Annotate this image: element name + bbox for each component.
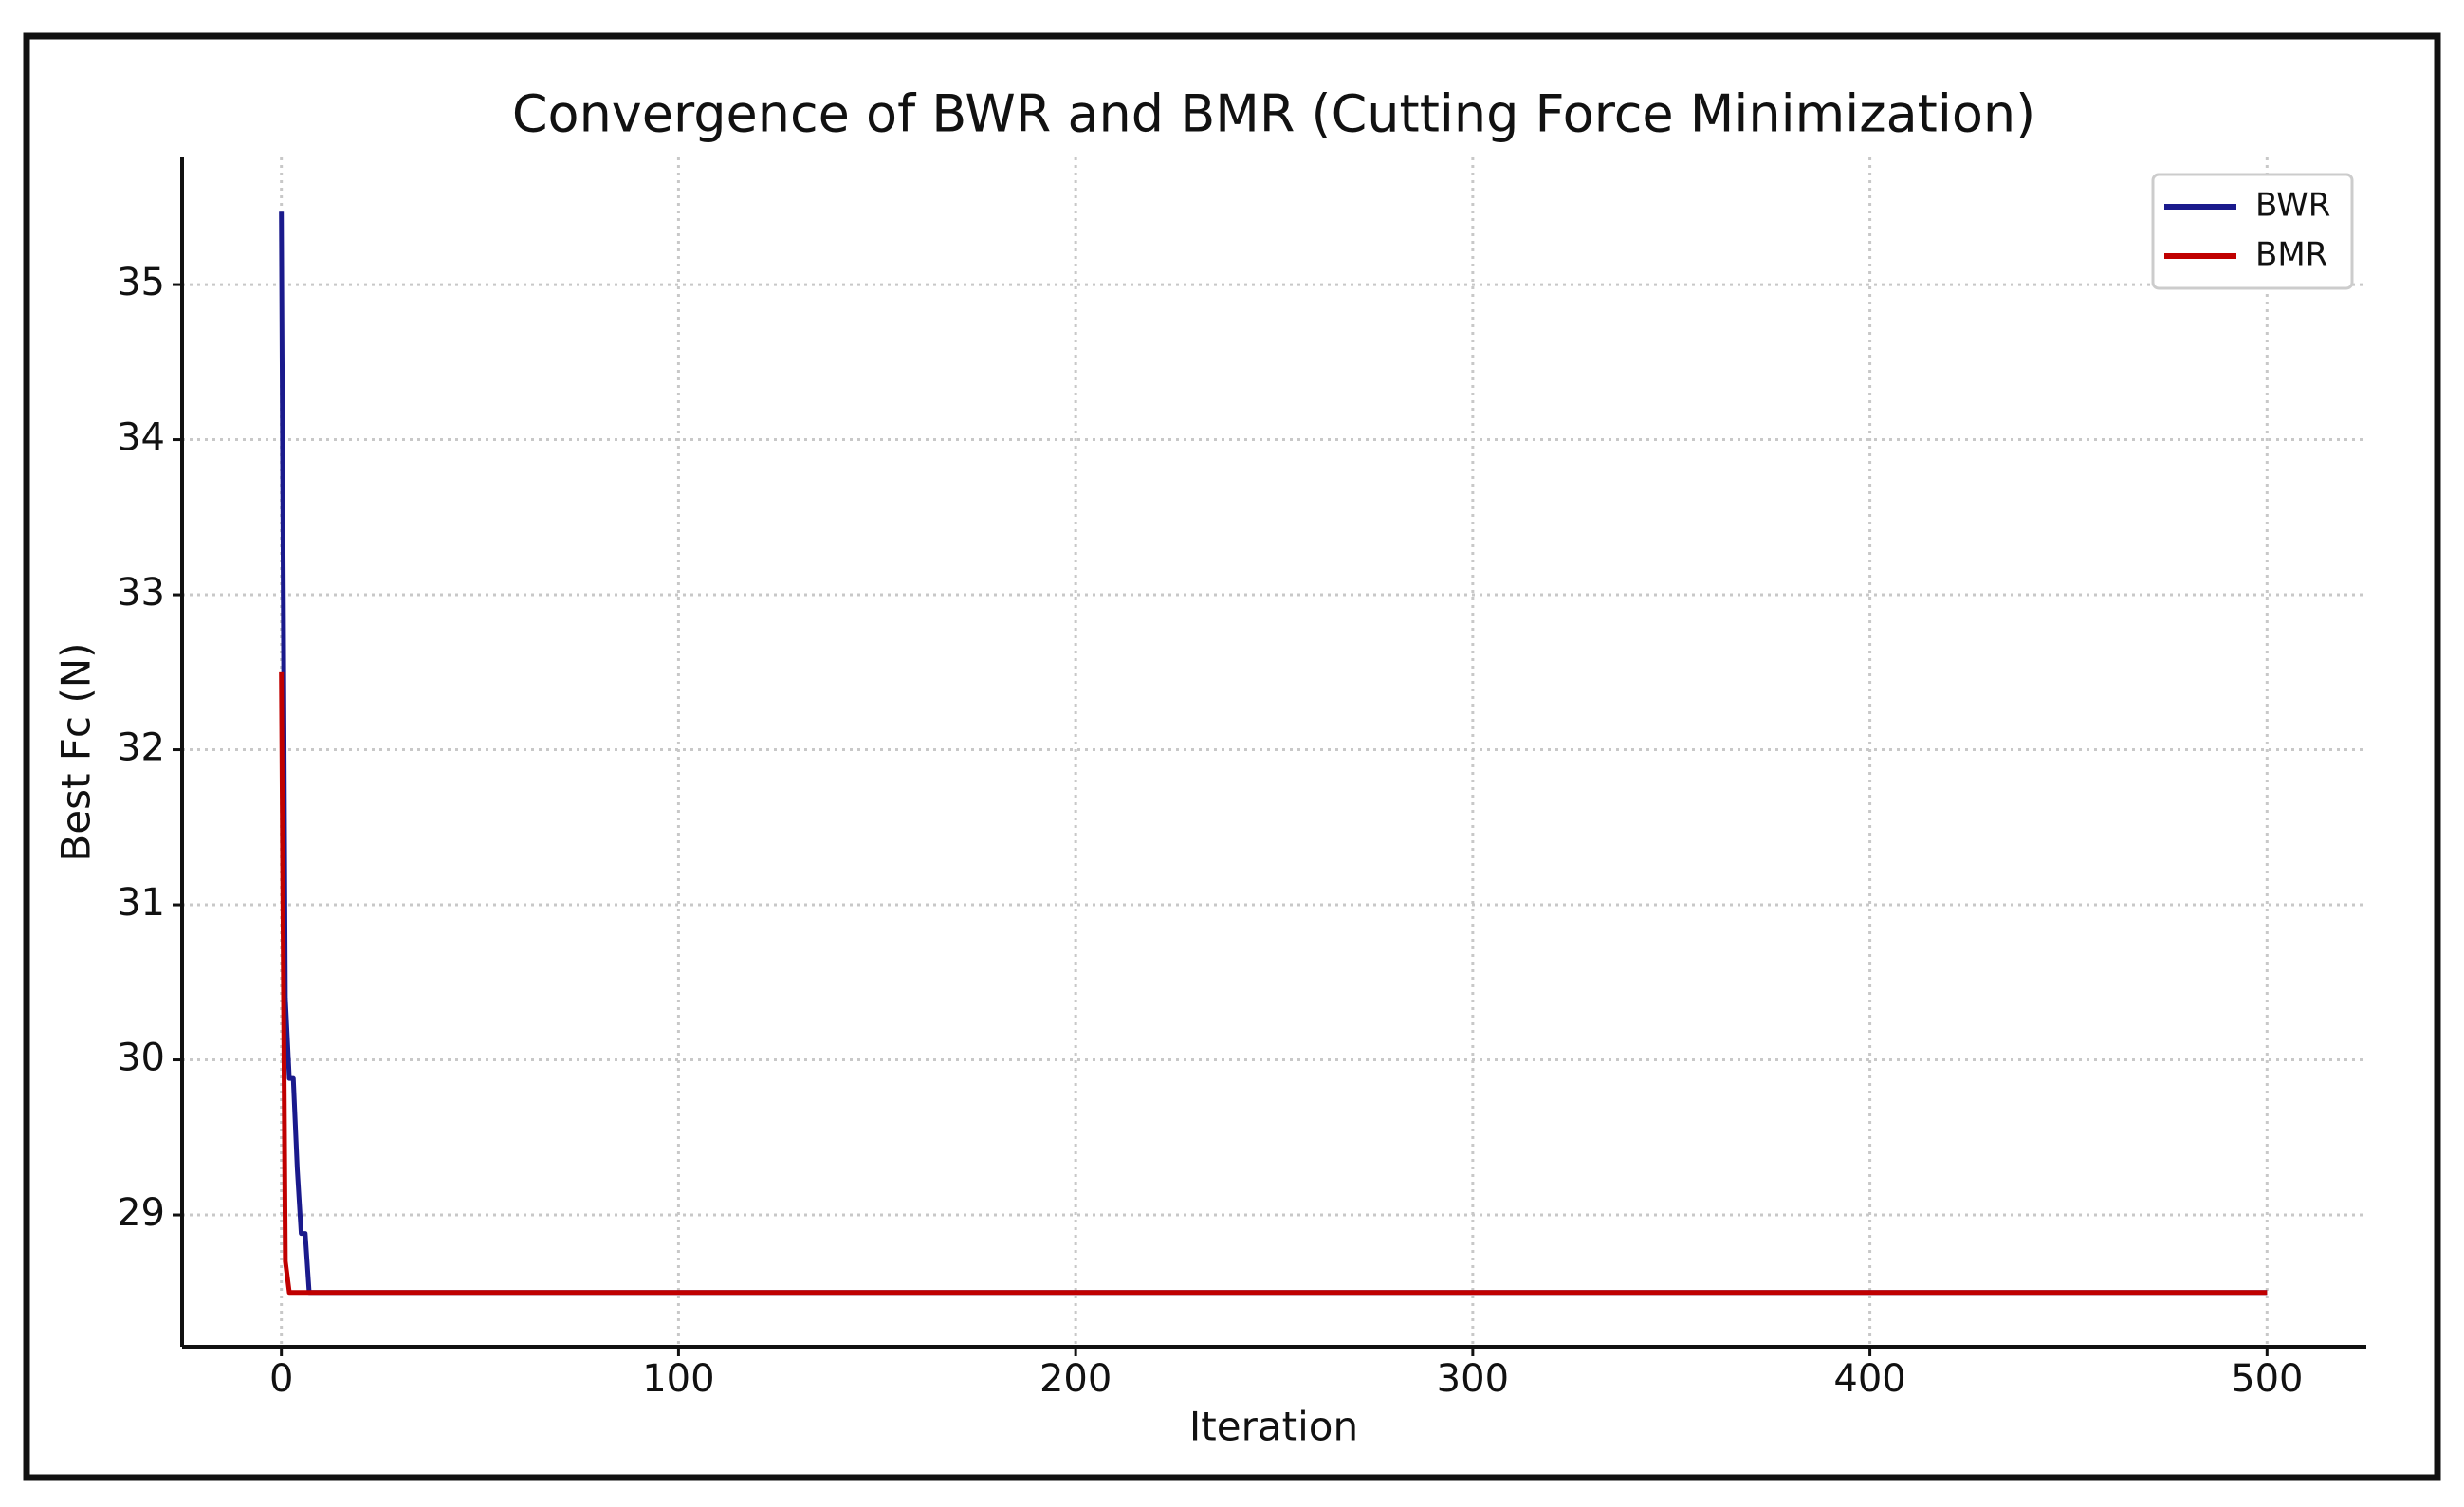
y-tick-label: 30 (117, 1037, 165, 1080)
x-tick-label: 400 (1833, 1357, 1905, 1401)
y-tick-label: 34 (117, 416, 165, 460)
y-tick-label: 35 (117, 261, 165, 304)
chart-title: Convergence of BWR and BMR (Cutting Forc… (512, 84, 2035, 144)
x-tick-label: 0 (269, 1357, 293, 1401)
y-tick-label: 31 (117, 881, 165, 925)
x-axis-label: Iteration (1189, 1404, 1358, 1450)
legend-box (2151, 173, 2354, 290)
series-line (279, 671, 2268, 1296)
x-tick-label: 200 (1039, 1357, 1112, 1401)
x-tick-label: 300 (1437, 1357, 1509, 1401)
x-tick-label: 500 (2231, 1357, 2303, 1401)
frame (23, 32, 2441, 1481)
y-tick-label: 29 (117, 1191, 165, 1235)
x-tick-label: 100 (642, 1357, 714, 1401)
legend-label: BMR (2255, 236, 2327, 274)
y-axis-label: Best Fc (N) (53, 642, 100, 861)
y-tick-label: 32 (117, 726, 165, 770)
legend-label: BWR (2255, 187, 2330, 225)
y-tick-label: 33 (117, 571, 165, 615)
series-line (279, 211, 2268, 1296)
